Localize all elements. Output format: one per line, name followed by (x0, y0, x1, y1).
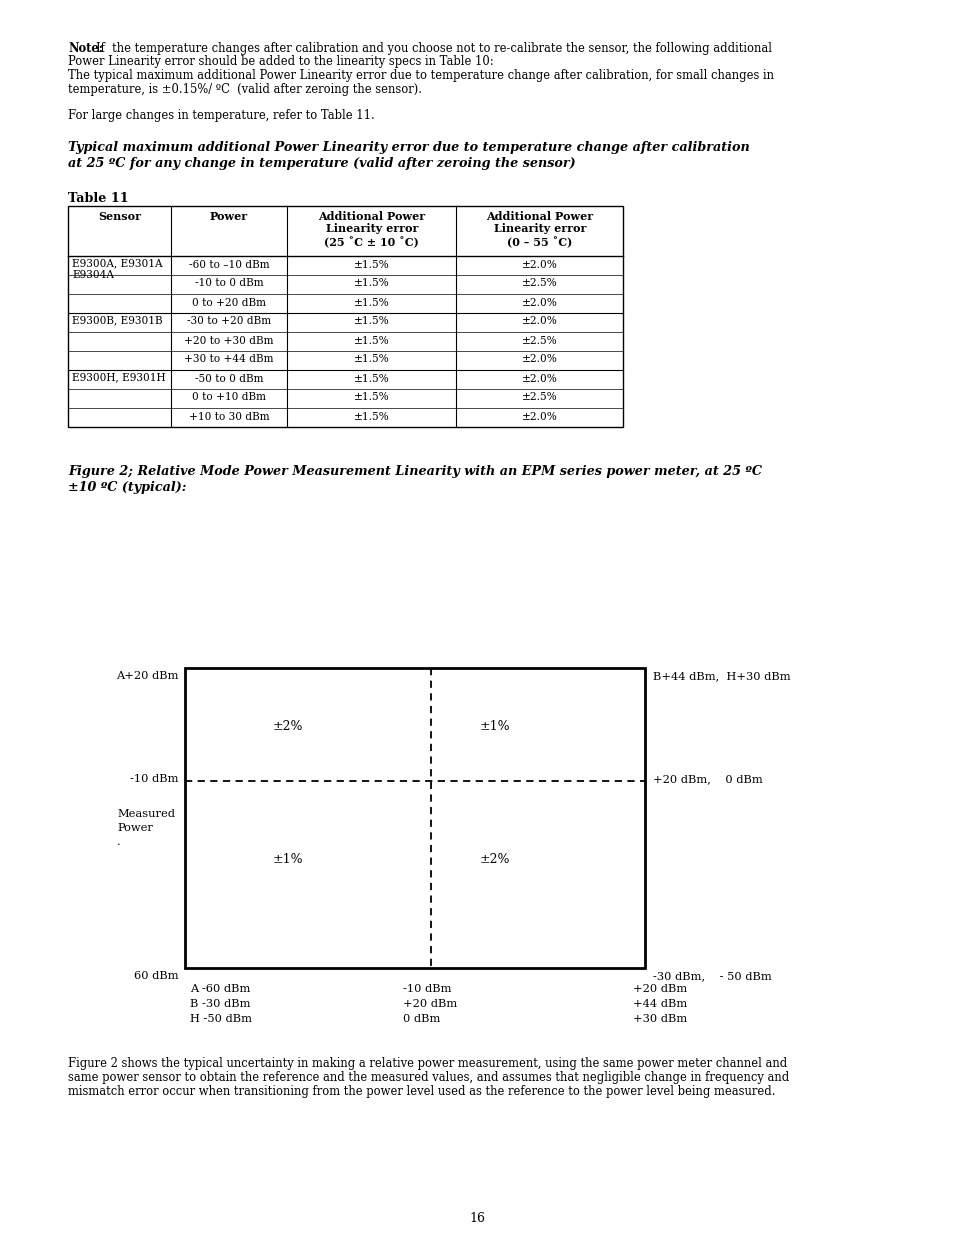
Text: 0 dBm: 0 dBm (403, 1014, 440, 1024)
Text: Power: Power (210, 210, 248, 221)
Text: ±2.5%: ±2.5% (521, 336, 558, 346)
Text: -10 dBm: -10 dBm (131, 774, 179, 784)
Text: ±1.5%: ±1.5% (354, 298, 390, 308)
Text: 60 dBm: 60 dBm (134, 971, 179, 981)
Text: 0 to +20 dBm: 0 to +20 dBm (192, 298, 266, 308)
Text: Table 11: Table 11 (68, 191, 129, 205)
Text: 16: 16 (469, 1212, 484, 1225)
Text: A -60 dBm: A -60 dBm (190, 984, 250, 994)
Text: at 25 ºC for any change in temperature (valid after zeroing the sensor): at 25 ºC for any change in temperature (… (68, 158, 575, 170)
Text: +30 to +44 dBm: +30 to +44 dBm (184, 354, 274, 364)
Text: Additional Power
Linearity error
(0 – 55 ˚C): Additional Power Linearity error (0 – 55… (486, 210, 593, 248)
Text: ±2.0%: ±2.0% (521, 411, 558, 421)
Text: ±1%: ±1% (273, 853, 303, 866)
Text: ±1.5%: ±1.5% (354, 279, 390, 289)
Text: E9300A, E9301A
E9304A: E9300A, E9301A E9304A (71, 258, 162, 280)
Text: A+20 dBm: A+20 dBm (116, 671, 179, 680)
Text: B -30 dBm: B -30 dBm (190, 999, 251, 1009)
Text: E9300H, E9301H: E9300H, E9301H (71, 373, 166, 383)
Text: +20 dBm: +20 dBm (403, 999, 456, 1009)
Text: 0 to +10 dBm: 0 to +10 dBm (192, 393, 266, 403)
Text: ±1.5%: ±1.5% (354, 316, 390, 326)
Text: +20 to +30 dBm: +20 to +30 dBm (184, 336, 274, 346)
Text: +20 dBm,    0 dBm: +20 dBm, 0 dBm (652, 774, 762, 784)
Text: Figure 2 shows the typical uncertainty in making a relative power measurement, u: Figure 2 shows the typical uncertainty i… (68, 1057, 786, 1070)
Text: Figure 2; Relative Mode Power Measurement Linearity with an EPM series power met: Figure 2; Relative Mode Power Measuremen… (68, 464, 761, 478)
Text: Power: Power (117, 824, 152, 834)
Text: H -50 dBm: H -50 dBm (190, 1014, 252, 1024)
Text: Measured: Measured (117, 809, 174, 819)
Text: temperature, is ±0.15%/ ºC  (valid after zeroing the sensor).: temperature, is ±0.15%/ ºC (valid after … (68, 83, 421, 95)
Text: ±2.0%: ±2.0% (521, 259, 558, 269)
Text: -30 to +20 dBm: -30 to +20 dBm (187, 316, 271, 326)
Text: ±10 ºC (typical):: ±10 ºC (typical): (68, 480, 186, 494)
Text: -50 to 0 dBm: -50 to 0 dBm (194, 373, 263, 384)
Text: -10 to 0 dBm: -10 to 0 dBm (194, 279, 263, 289)
Text: mismatch error occur when transitioning from the power level used as the referen: mismatch error occur when transitioning … (68, 1086, 775, 1098)
Text: ±2.0%: ±2.0% (521, 354, 558, 364)
Text: ±2.0%: ±2.0% (521, 373, 558, 384)
Text: If  the temperature changes after calibration and you choose not to re-calibrate: If the temperature changes after calibra… (96, 42, 771, 56)
Text: Additional Power
Linearity error
(25 ˚C ± 10 ˚C): Additional Power Linearity error (25 ˚C … (318, 210, 425, 248)
Text: For large changes in temperature, refer to Table 11.: For large changes in temperature, refer … (68, 110, 375, 122)
Bar (185, 668, 644, 968)
Text: .: . (117, 837, 121, 847)
Text: ±1.5%: ±1.5% (354, 411, 390, 421)
Text: ±1.5%: ±1.5% (354, 393, 390, 403)
Text: +20 dBm: +20 dBm (633, 984, 686, 994)
Text: ±1.5%: ±1.5% (354, 259, 390, 269)
Text: -10 dBm: -10 dBm (403, 984, 451, 994)
Text: +30 dBm: +30 dBm (633, 1014, 686, 1024)
Text: ±2.5%: ±2.5% (521, 279, 558, 289)
Bar (68, 205, 622, 426)
Text: B+44 dBm,  H+30 dBm: B+44 dBm, H+30 dBm (652, 671, 790, 680)
Text: ±1.5%: ±1.5% (354, 336, 390, 346)
Text: ±2%: ±2% (273, 720, 303, 734)
Text: ±1.5%: ±1.5% (354, 373, 390, 384)
Text: ±2%: ±2% (479, 853, 510, 866)
Text: Note:: Note: (68, 42, 103, 56)
Text: ±1%: ±1% (479, 720, 510, 734)
Text: ±1.5%: ±1.5% (354, 354, 390, 364)
Text: E9300B, E9301B: E9300B, E9301B (71, 315, 162, 326)
Text: ±2.0%: ±2.0% (521, 316, 558, 326)
Text: +10 to 30 dBm: +10 to 30 dBm (189, 411, 269, 421)
Text: Power Linearity error should be added to the linearity specs in Table 10:: Power Linearity error should be added to… (68, 56, 493, 68)
Text: same power sensor to obtain the reference and the measured values, and assumes t: same power sensor to obtain the referenc… (68, 1071, 788, 1084)
Text: ±2.0%: ±2.0% (521, 298, 558, 308)
Text: Sensor: Sensor (98, 210, 141, 221)
Text: -30 dBm,    - 50 dBm: -30 dBm, - 50 dBm (652, 971, 771, 981)
Text: +44 dBm: +44 dBm (633, 999, 686, 1009)
Text: -60 to –10 dBm: -60 to –10 dBm (189, 259, 269, 269)
Text: The typical maximum additional Power Linearity error due to temperature change a: The typical maximum additional Power Lin… (68, 69, 773, 82)
Text: ±2.5%: ±2.5% (521, 393, 558, 403)
Text: Typical maximum additional Power Linearity error due to temperature change after: Typical maximum additional Power Lineari… (68, 142, 749, 154)
